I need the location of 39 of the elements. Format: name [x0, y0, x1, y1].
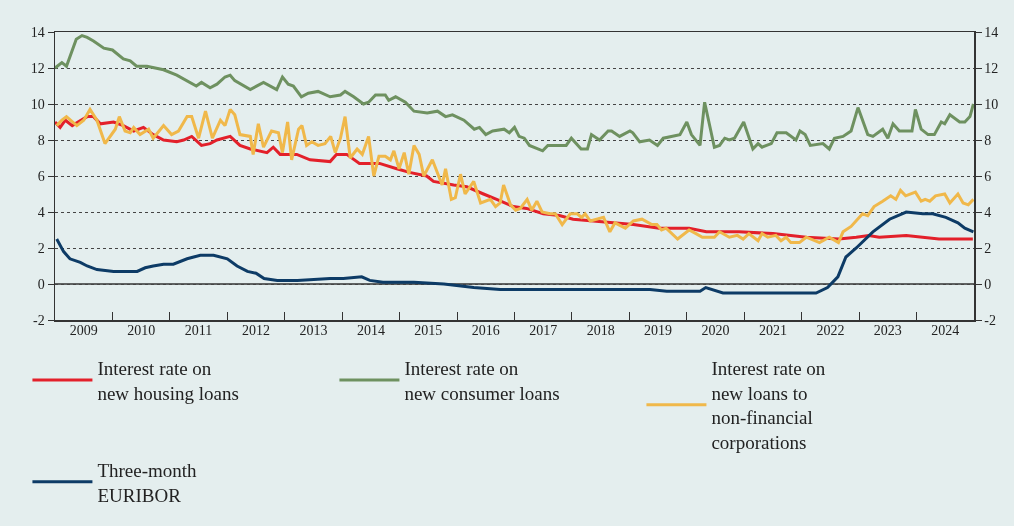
x-tick-label: 2018	[586, 323, 615, 338]
x-tick-label: 2017	[529, 323, 558, 338]
y-tick-label: 4	[37, 204, 45, 220]
y-tick-label: 0	[37, 276, 45, 292]
y2-tick-label: 12	[984, 60, 999, 76]
y-tick-label: 8	[37, 132, 45, 148]
y-tick-label: 6	[37, 168, 45, 184]
x-tick-label: 2022	[816, 323, 845, 338]
legend-label: Interest rate on new loans to non-financial corporations	[711, 358, 826, 454]
legend-label: Interest rate on new housing loans	[97, 358, 239, 404]
x-tick-label: 2019	[644, 323, 673, 338]
y2-tick-label: 2	[984, 240, 992, 256]
legend-label: Three-month EURIBOR	[97, 459, 198, 506]
x-tick-label: 2015	[414, 323, 443, 338]
y2-tick-label: 8	[984, 132, 992, 148]
y2-tick-label: 14	[984, 24, 999, 40]
x-tick-label: 2013	[299, 323, 328, 338]
x-tick-label: 2024	[931, 323, 960, 338]
y2-tick-label: 6	[984, 168, 992, 184]
y2-tick-label: 0	[984, 276, 992, 292]
x-tick-label: 2012	[242, 323, 271, 338]
x-tick-label: 2020	[701, 323, 730, 338]
y2-tick-label: 4	[984, 204, 992, 220]
x-tick-label: 2014	[356, 323, 385, 338]
y-tick-label: -2	[33, 312, 45, 328]
legend-label: Interest rate on new consumer loans	[404, 358, 560, 404]
x-tick-label: 2010	[127, 323, 156, 338]
y2-tick-label: 10	[984, 96, 999, 112]
line-series	[55, 34, 974, 153]
y-tick-label: 10	[30, 96, 45, 112]
y-tick-label: 14	[30, 24, 45, 40]
x-tick-label: 2009	[69, 323, 98, 338]
x-tick-label: 2011	[184, 323, 213, 338]
x-tick-label: 2016	[471, 323, 500, 338]
y2-tick-label: -2	[984, 312, 996, 328]
x-tick-label: 2023	[873, 323, 902, 338]
y-tick-label: 2	[37, 240, 45, 256]
y-tick-label: 12	[30, 60, 45, 76]
x-tick-label: 2021	[758, 323, 787, 338]
